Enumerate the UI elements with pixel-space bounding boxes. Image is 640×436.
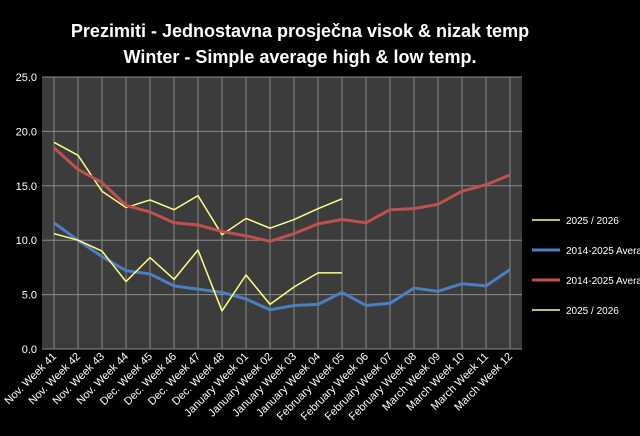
plot-area: [42, 77, 522, 349]
y-tick-label: 0.0: [22, 344, 37, 356]
legend-label-1: 2014-2025 Average: [566, 246, 640, 257]
series-line-3: [53, 232, 342, 312]
legend-label-2: 2014-2025 Average: [566, 276, 640, 287]
y-tick-label: 25.0: [16, 72, 37, 84]
series-line-0: [53, 141, 343, 236]
chart-title-line-1: Prezimiti - Jednostavna prosječna visok …: [71, 21, 529, 41]
y-tick-label: 5.0: [22, 290, 37, 302]
series-line-2: [52, 146, 511, 243]
chart-title-line-2: Winter - Simple average high & low temp.: [124, 47, 477, 67]
y-tick-label: 10.0: [16, 235, 37, 247]
y-tick-label: 15.0: [16, 181, 37, 193]
y-tick-label: 20.0: [16, 126, 37, 138]
legend-label-0: 2025 / 2026: [566, 216, 619, 227]
series-line-1: [53, 221, 511, 312]
legend-label-3: 2025 / 2026: [566, 306, 619, 317]
